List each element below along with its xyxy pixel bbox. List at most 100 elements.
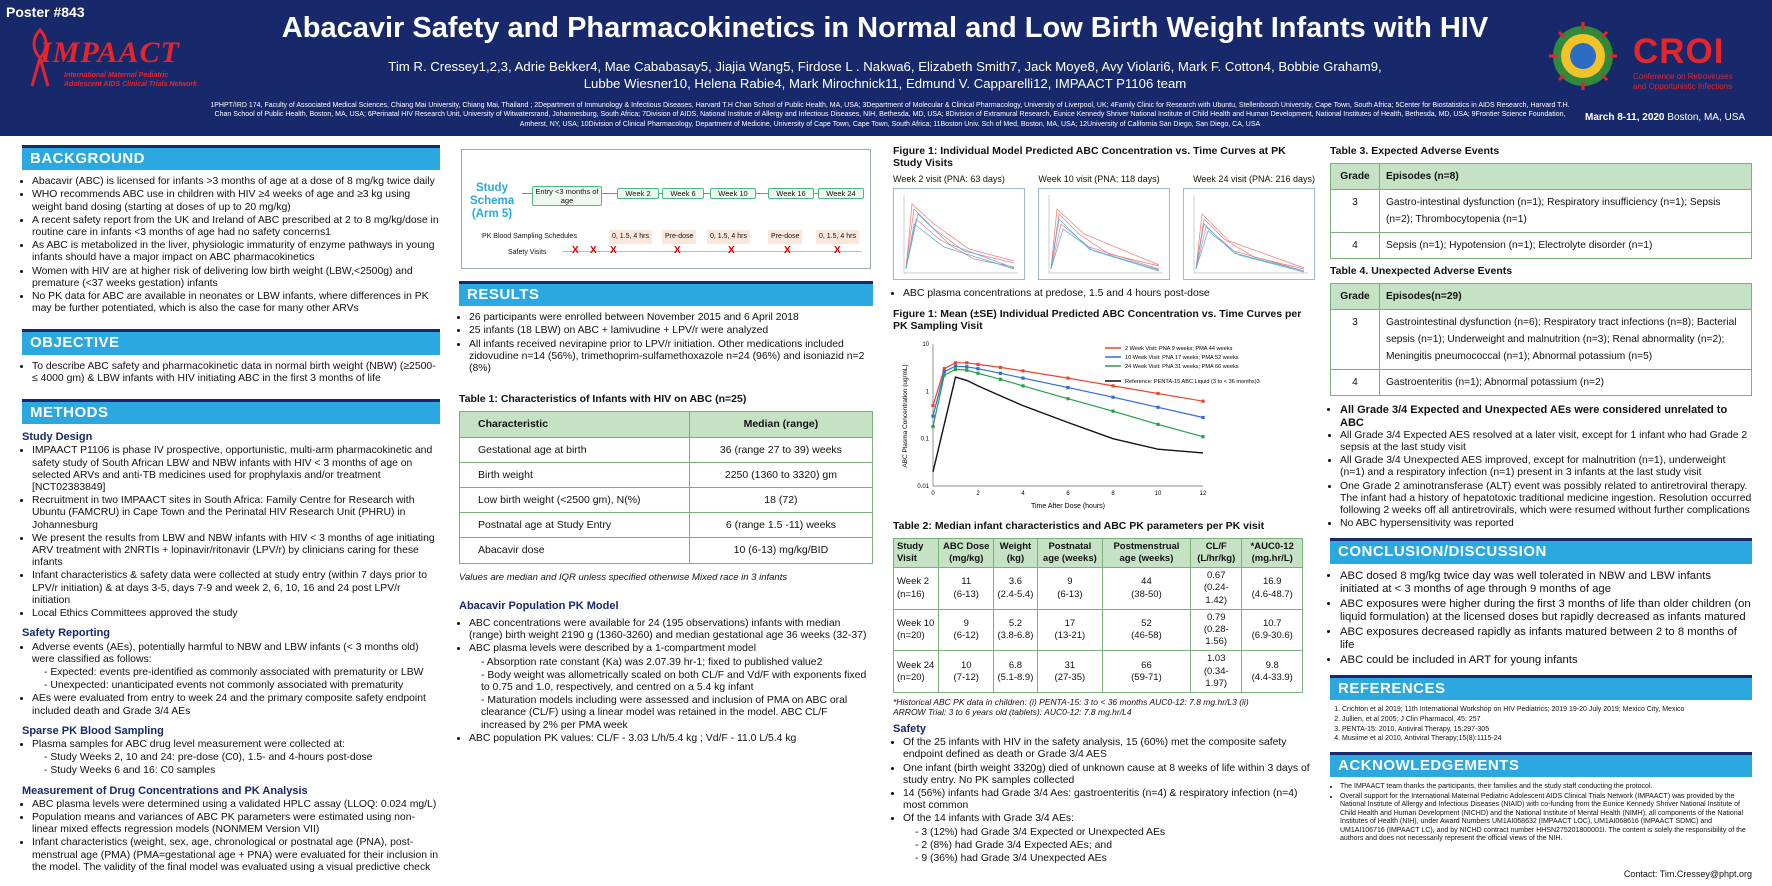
schema-pk-week6: Pre-dose [662,230,697,245]
spaghetti-plot-week2 [893,188,1025,281]
schema-pk-week10: 0, 1.5, 4 hrs [707,230,750,245]
table-cell: Week 24 (n=20) [892,650,940,694]
table-header-row: Grade Episodes (n=8) [1330,163,1752,191]
data-point [942,370,946,374]
results-heading: RESULTS [459,281,873,307]
conference-date-bold: March 8-11, 2020 [1585,112,1665,123]
data-point [1201,435,1205,439]
conference-location: Boston, MA, USA [1664,112,1746,123]
table-cell: 10 (6-13) mg/kg/BID [688,537,874,564]
list-item: 9 (36%) had Grade 3/4 Unexpected AEs [915,853,1315,865]
impaact-logo: IMPAACT International Maternal Pediatric… [30,26,230,96]
references: Crichton et al 2019; 11th International … [1330,706,1752,743]
list-item: As ABC is metabolized in the liver, phys… [32,240,440,264]
list-item: ABC plasma levels were determined using … [32,799,440,811]
table-cell: Gastro-intestinal dysfunction (n=1); Res… [1379,189,1752,234]
measurement-list: ABC plasma levels were determined using … [22,799,440,874]
table-row: Week 2 (n=16) 11 (6-13) 3.6 (2.4-5.4) 9 (6-… [892,567,1303,610]
data-point [1066,376,1070,381]
safety-visit-mark: X [784,245,791,256]
table1-caption: Table 1: Characteristics of Infants with… [459,393,747,406]
list-item: All infants received nevirapine prior to… [469,339,873,376]
list-item: Study Weeks 2, 10 and 24: pre-dose (C0),… [44,752,440,764]
table-cell: 9.8 (4.4-33.9) [1241,650,1303,694]
safety-sublist: 3 (12%) had Grade 3/4 Expected or Unexpe… [893,827,1315,866]
list-item: All Grade 3/4 Expected and Unexpected AE… [1340,404,1752,428]
table-cell: Abacavir dose [459,537,690,564]
spaghetti-plot-week24 [1183,188,1315,281]
column-1: BACKGROUND Abacavir (ABC) is licensed fo… [22,145,440,875]
table-cell: 18 (72) [688,487,874,514]
table-header: Median (range) [688,411,874,438]
schema-pk-week16: Pre-dose [768,230,803,245]
list-item: 14 (56%) infants had Grade 3/4 Aes: gast… [903,788,1315,812]
x-tick-label: 4 [1021,491,1025,497]
conclusion-list: ABC dosed 8 mg/kg twice day was well tol… [1330,570,1752,668]
list-item: Study Weeks 6 and 16: C0 samples [44,765,440,777]
measurement-title: Measurement of Drug Concentrations and P… [22,784,308,797]
reference-item: Jullien, et al 2005; J Clin Pharmacol, 4… [1342,716,1752,725]
table-cell: 44 (38-50) [1101,567,1192,610]
pop-pk-list: ABC concentrations were available for 24… [459,618,873,656]
column-4: Table 3. Expected Adverse Events Grade Ep… [1330,145,1752,845]
list-item: IMPAACT P1106 is phase IV prospective, o… [32,445,440,494]
table-cell: 6.8 (5.1-8.9) [992,650,1038,694]
list-item: ABC could be included in ART for young i… [1340,654,1752,668]
table-cell: 4 [1330,369,1380,397]
chart-legend: 2 Week Visit: PNA 9 weeks; PMA 44 weeks 1… [1105,346,1260,385]
table-cell: 10 (7-12) [938,650,994,694]
table-row: Low birth weight (<2500 gm), N(%) 18 (72) [459,487,874,514]
x-tick-labels: 0 2 4 6 8 10 12 [931,491,1207,497]
study-schema: Study Schema (Arm 5) Entry <3 months of … [461,149,871,269]
data-point [1156,406,1160,410]
list-item: Unexpected: unanticipated events not com… [44,680,440,692]
list-item: To describe ABC safety and pharmacokinet… [32,361,440,385]
list-item: Population means and variances of ABC PK… [32,812,440,836]
table-cell: Birth weight [459,461,690,489]
table-cell: Postnatal age at Study Entry [459,512,690,539]
results-list: 26 participants were enrolled between No… [459,312,873,375]
list-item: Absorption rate constant (Ka) was 2.07.3… [481,657,873,669]
authors: Tim R. Cressey1,2,3, Adrie Bekker4, Mae … [330,58,1440,92]
data-point [976,372,980,376]
acknowledgements-heading: ACKNOWLEDGEMENTS [1330,751,1752,777]
sparse-pk-list: Plasma samples for ABC drug level measur… [22,739,440,751]
table4: Grade Episodes(n=29) 3 Gastrointestinal dy… [1330,283,1752,397]
table2: Study Visit ABC Dose (mg/kg) Weight (kg)… [892,537,1303,694]
list-item: 26 participants were enrolled between No… [469,312,873,324]
contact-email[interactable]: Contact: Tim.Cressey@phpt.org [1623,869,1752,879]
table-cell: Low birth weight (<2500 gm), N(%) [459,487,690,514]
data-point [1201,416,1205,420]
data-point [1021,384,1025,388]
table2-caption: Table 2: Median infant characteristics a… [893,519,1265,532]
table-header: ABC Dose (mg/kg) [938,537,994,569]
reference-item: Crichton et al 2019; 11th International … [1342,706,1752,715]
table-cell: 2250 (1360 to 3320) gm [688,461,874,489]
background-heading: BACKGROUND [22,145,440,171]
data-point [965,369,969,373]
list-item: No ABC hypersensitivity was reported [1340,518,1752,530]
panel-title: Week 24 visit (PNA: 216 days) [1193,174,1315,184]
impaact-logo-sub1: International Maternal Pediatric [64,72,169,79]
table2-note-1: *Historical ABC PK data in children: (i)… [893,697,1249,708]
table-cell: 9 (6-12) [938,608,994,652]
reference-item: Musiime et al 2010, Antiviral Therapy;15… [1342,735,1752,744]
background-list: Abacavir (ABC) is licensed for infants >… [22,176,440,315]
data-point [1021,369,1025,373]
table-header: Characteristic [459,411,690,438]
table-cell: 0.79 (0.28-1.56) [1190,608,1243,652]
figure2-caption: Figure 1: Mean (±SE) Individual Predicte… [893,308,1302,333]
table-cell: 3.6 (2.4-5.4) [992,567,1038,610]
schema-pk-label: PK Blood Sampling Schedules [482,233,577,240]
list-item: Infant characteristics & safety data wer… [32,570,440,607]
references-heading: REFERENCES [1330,675,1752,701]
safety-visit-mark: X [674,245,681,256]
legend-label: 24 Week Visit: PNA 31 weeks; PMA 66 week… [1125,364,1239,370]
y-axis-label: ABC Plasma Concentration (ug/mL) [902,365,909,468]
table-header-row: Characteristic Median (range) [459,411,874,438]
data-point [965,361,969,365]
list-item: Of the 14 infants with Grade 3/4 AEs: [903,813,1315,825]
data-point [1111,384,1115,388]
data-point [931,425,935,429]
affiliations: 1PHPT/IRD 174, Faculty of Associated Med… [210,102,1570,128]
